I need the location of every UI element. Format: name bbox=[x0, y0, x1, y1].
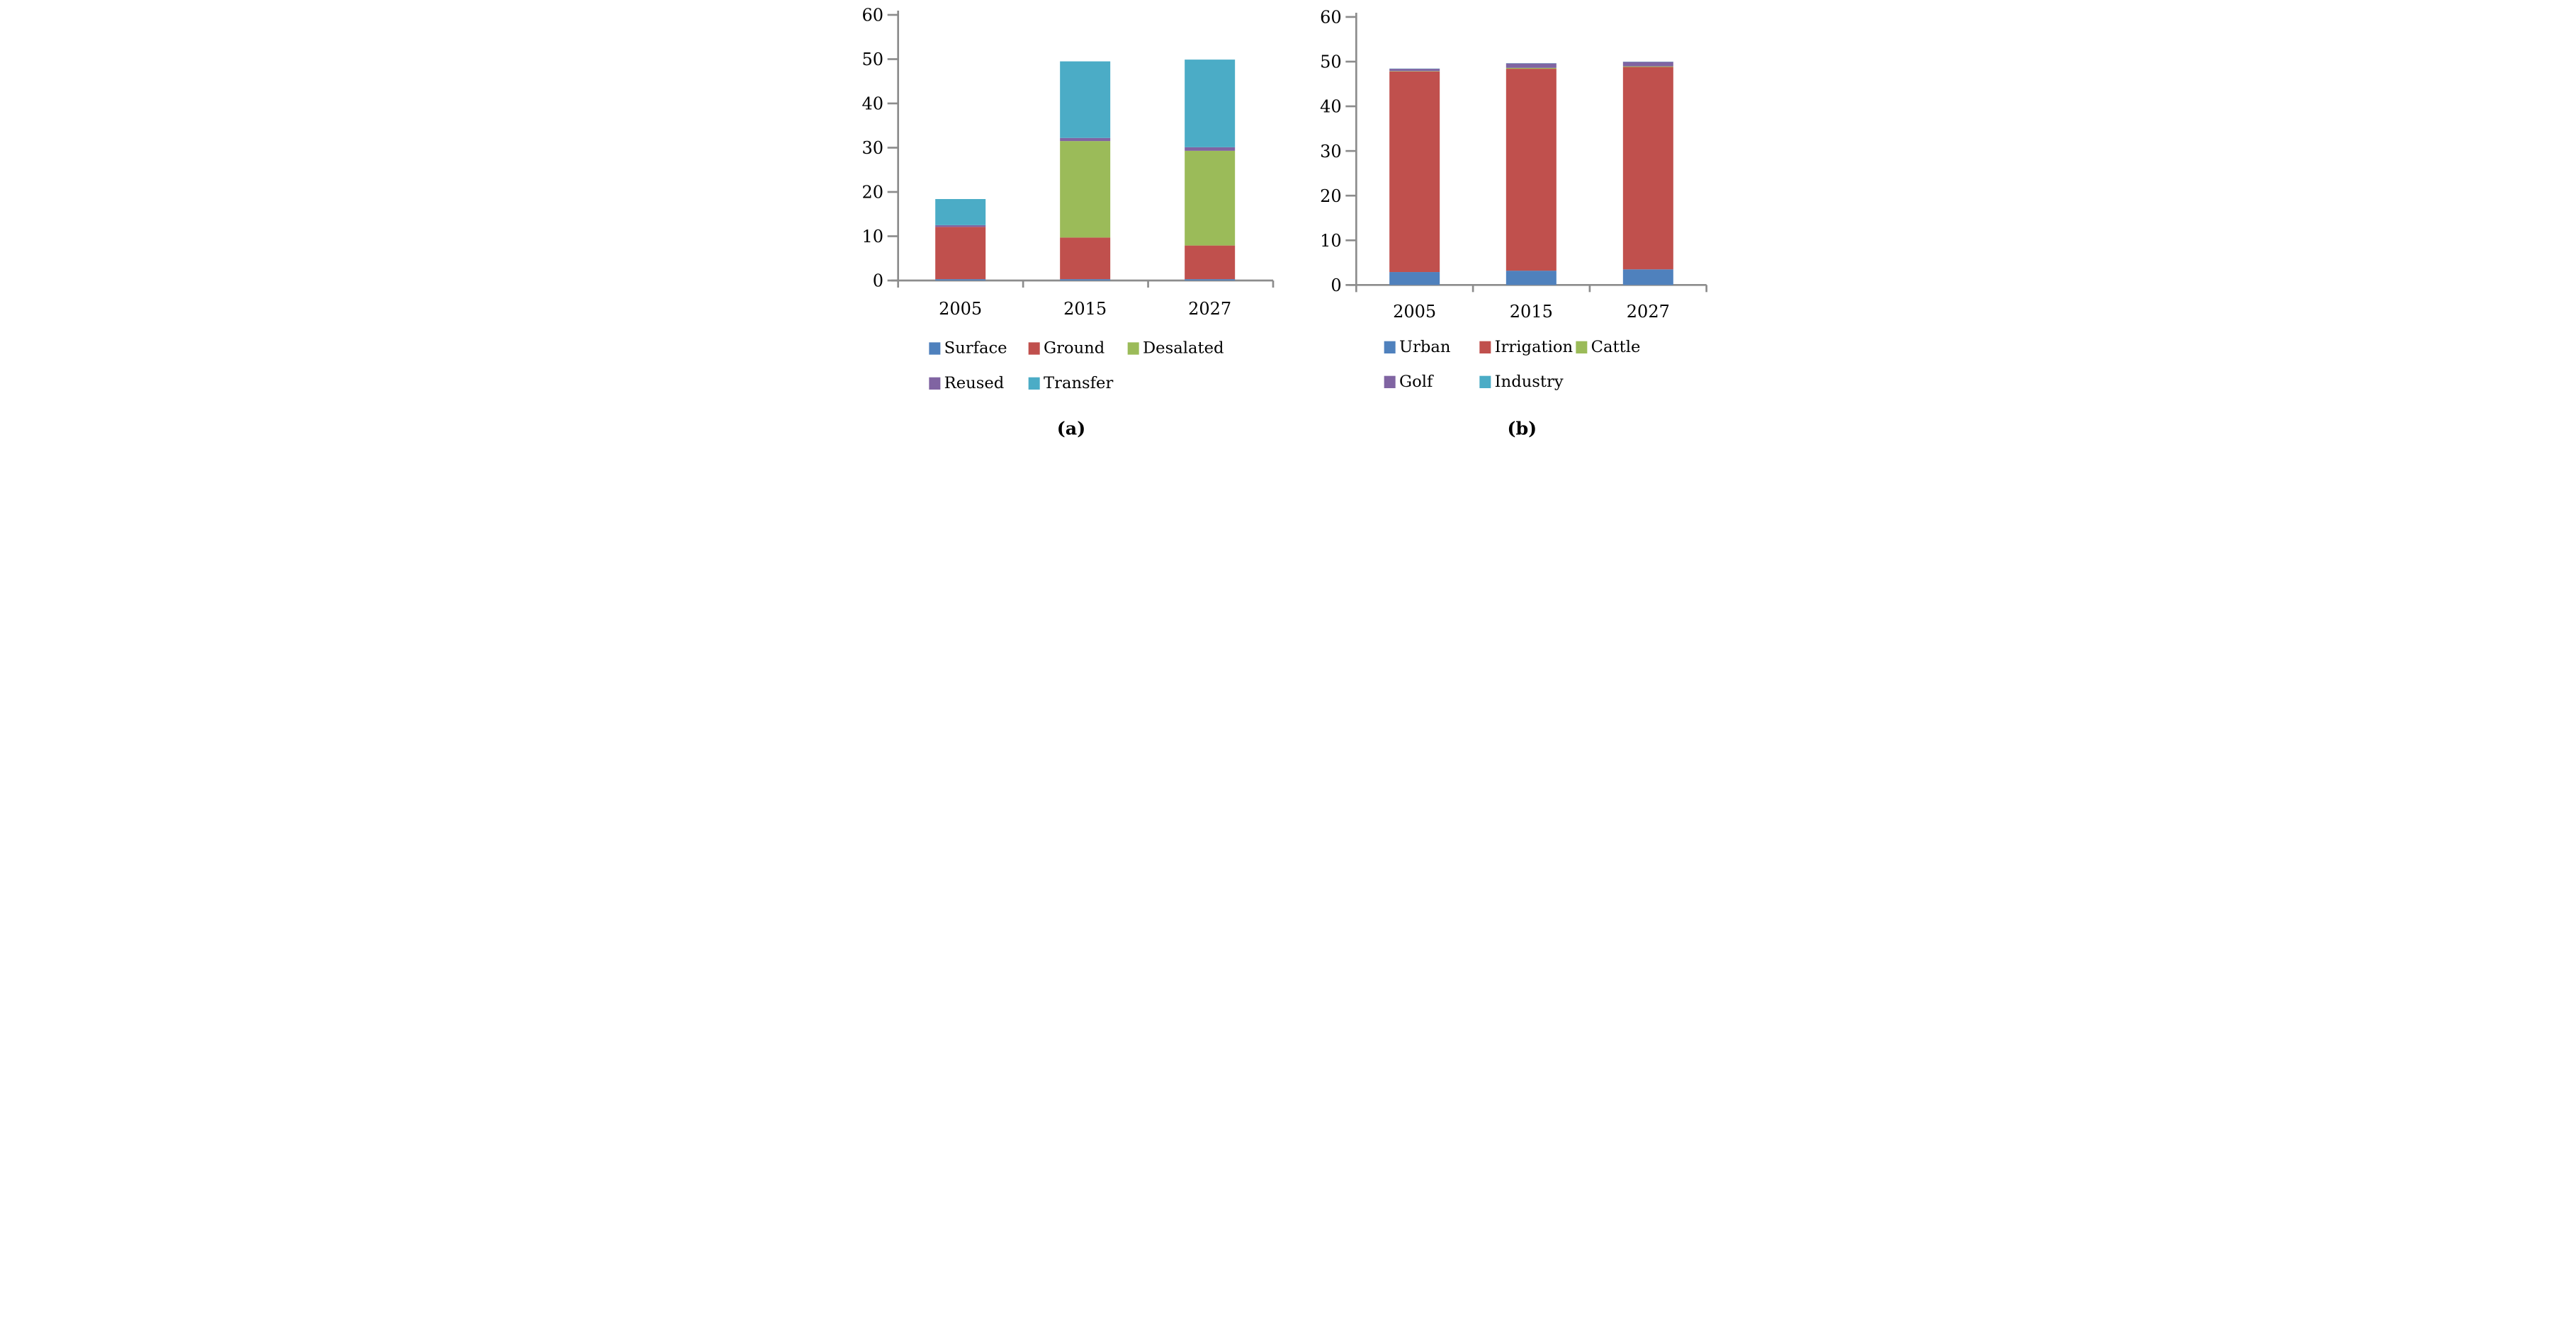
legend-label-golf: Golf bbox=[1399, 373, 1434, 391]
bar-segment-ground bbox=[1185, 245, 1236, 280]
bar-segment-cattle bbox=[1389, 71, 1440, 72]
legend-label-cattle: Cattle bbox=[1591, 338, 1641, 356]
category-label: 2005 bbox=[939, 299, 982, 319]
bar-segment-golf bbox=[1506, 63, 1557, 68]
chart-a: 0 10 20 30 40 50 60 2005 2015 2027 Surface Ground De… bbox=[862, 6, 1275, 392]
legend-label-irrigation: Irrigation bbox=[1495, 338, 1573, 356]
legend-swatch-ground bbox=[1028, 342, 1040, 355]
y-tick-label: 50 bbox=[1320, 52, 1342, 72]
category-label: 2027 bbox=[1188, 299, 1231, 319]
legend-label-urban: Urban bbox=[1399, 338, 1451, 356]
bar-segment-cattle bbox=[1506, 67, 1557, 69]
bar-segment-surface bbox=[935, 279, 986, 280]
category-label: 2015 bbox=[1063, 299, 1107, 319]
legend-swatch-cattle bbox=[1576, 341, 1588, 353]
bar-2015 bbox=[1060, 61, 1111, 280]
y-tick-label: 20 bbox=[862, 183, 883, 203]
bar-2015 bbox=[1506, 63, 1557, 285]
bar-segment-transfer bbox=[1185, 60, 1236, 147]
stacked-bar-charts-svg: 0 10 20 30 40 50 60 2005 2015 2027 Surface Ground De… bbox=[862, 6, 1707, 438]
bar-segment-urban bbox=[1389, 272, 1440, 285]
water-resources-figure: 0 10 20 30 40 50 60 2005 2015 2027 Surface Ground De… bbox=[859, 0, 1717, 442]
caption-a: (a) bbox=[1057, 417, 1085, 438]
y-tick-label: 60 bbox=[862, 6, 883, 26]
bar-segment-reused bbox=[1060, 137, 1111, 142]
y-tick-label: 30 bbox=[1320, 142, 1342, 162]
y-tick-label: 0 bbox=[1331, 276, 1341, 295]
chart-b: 0 10 20 30 40 50 60 2005 2015 2027 Urban Irrigation… bbox=[1320, 8, 1707, 391]
y-tick-label: 10 bbox=[862, 227, 883, 246]
bar-segment-golf bbox=[1389, 69, 1440, 72]
bar-segment-surface bbox=[1060, 279, 1111, 280]
category-label: 2015 bbox=[1510, 302, 1553, 322]
category-label: 2005 bbox=[1393, 302, 1436, 322]
legend-label-industry: Industry bbox=[1495, 373, 1564, 391]
legend-swatch-desalated bbox=[1127, 342, 1139, 355]
y-tick-label: 20 bbox=[1320, 186, 1342, 206]
bar-segment-ground bbox=[935, 227, 986, 280]
bar-segment-urban bbox=[1506, 271, 1557, 285]
bar-segment-urban bbox=[1622, 269, 1673, 285]
bar-segment-irrigation bbox=[1506, 69, 1557, 271]
caption-b: (b) bbox=[1507, 417, 1537, 438]
y-tick-label: 30 bbox=[862, 138, 883, 158]
bar-segment-irrigation bbox=[1622, 67, 1673, 270]
legend-swatch-surface bbox=[929, 342, 941, 355]
bar-2027 bbox=[1622, 62, 1673, 285]
bar-segment-surface bbox=[1185, 279, 1236, 280]
legend-label-ground: Ground bbox=[1044, 339, 1105, 358]
legend-label-surface: Surface bbox=[944, 339, 1007, 358]
y-tick-label: 40 bbox=[862, 94, 883, 114]
y-tick-label: 0 bbox=[873, 271, 883, 291]
bar-segment-golf bbox=[1622, 62, 1673, 67]
bar-segment-ground bbox=[1060, 237, 1111, 280]
legend-swatch-industry bbox=[1479, 375, 1491, 388]
category-label: 2027 bbox=[1627, 302, 1670, 322]
legend-swatch-transfer bbox=[1028, 377, 1040, 390]
y-tick-label: 50 bbox=[862, 50, 883, 69]
bar-segment-irrigation bbox=[1389, 71, 1440, 273]
legend-swatch-irrigation bbox=[1479, 341, 1491, 353]
y-tick-label: 40 bbox=[1320, 97, 1342, 117]
legend-label-desalated: Desalated bbox=[1143, 339, 1224, 358]
legend-label-reused: Reused bbox=[944, 374, 1005, 392]
legend-label-transfer: Transfer bbox=[1044, 374, 1113, 392]
bar-segment-transfer bbox=[935, 199, 986, 225]
bar-2005 bbox=[935, 199, 986, 280]
bar-segment-reused bbox=[1185, 147, 1236, 151]
legend-swatch-urban bbox=[1384, 341, 1396, 353]
bar-segment-transfer bbox=[1060, 61, 1111, 138]
bar-2005 bbox=[1389, 68, 1440, 285]
bar-2027 bbox=[1185, 60, 1236, 280]
y-tick-label: 10 bbox=[1320, 231, 1342, 251]
bar-segment-desalated bbox=[1185, 150, 1236, 246]
y-tick-label: 60 bbox=[1320, 8, 1342, 28]
legend-swatch-golf bbox=[1384, 375, 1396, 388]
bar-segment-reused bbox=[935, 225, 986, 227]
legend-swatch-reused bbox=[929, 377, 941, 390]
bar-segment-desalated bbox=[1060, 141, 1111, 238]
